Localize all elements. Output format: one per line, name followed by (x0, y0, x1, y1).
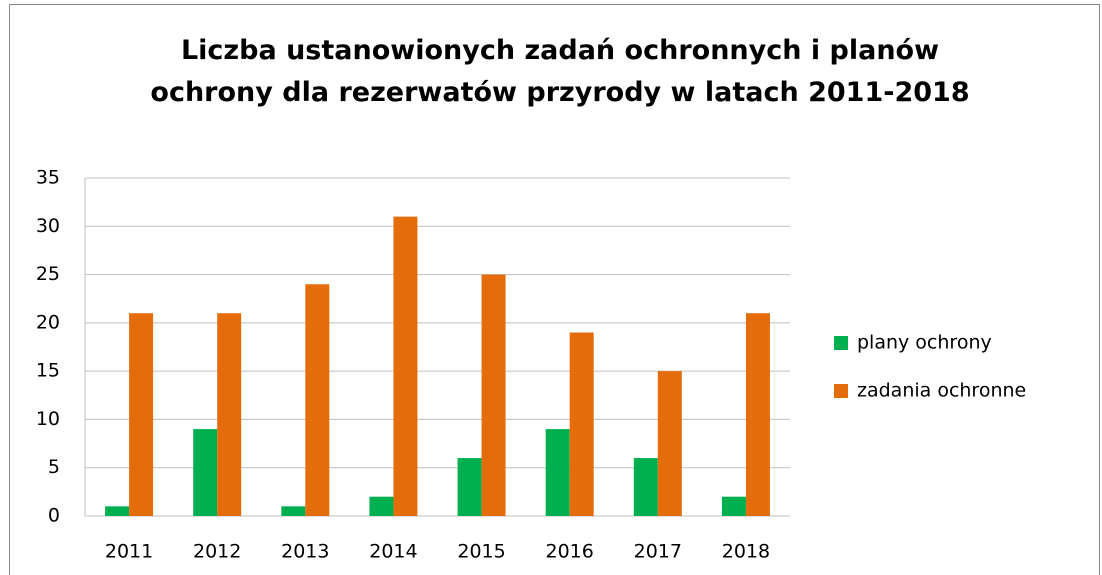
chart-title: Liczba ustanowionych zadań ochronnych i … (150, 35, 970, 108)
bar (393, 216, 418, 516)
y-tick-label: 25 (36, 263, 60, 285)
y-tick-label: 20 (36, 311, 60, 333)
bar (281, 506, 306, 516)
x-tick-label: 2017 (634, 541, 682, 563)
y-tick-label: 15 (36, 360, 60, 382)
y-tick-label: 0 (48, 505, 60, 527)
bar (633, 458, 658, 516)
y-tick-label: 30 (36, 215, 60, 237)
x-tick-label: 2018 (722, 541, 770, 563)
legend-label: plany ochrony (857, 332, 992, 354)
bar (657, 371, 682, 516)
bar (105, 506, 130, 516)
bar (129, 313, 154, 516)
legend-label: zadania ochronne (857, 380, 1026, 402)
bar (545, 429, 570, 516)
x-tick-label: 2015 (457, 541, 505, 563)
bar (217, 313, 242, 516)
y-tick-label: 35 (36, 167, 60, 189)
bar (369, 496, 394, 516)
bar (457, 458, 482, 516)
x-tick-label: 2013 (281, 541, 329, 563)
y-tick-label: 5 (48, 456, 60, 478)
bar (569, 332, 594, 516)
bar (481, 274, 506, 516)
y-tick-label: 10 (36, 408, 60, 430)
x-tick-label: 2014 (369, 541, 417, 563)
x-tick-label: 2016 (546, 541, 594, 563)
bar (305, 284, 330, 516)
bar (721, 496, 746, 516)
bar (745, 313, 770, 516)
legend-swatch (834, 336, 848, 350)
chart-border (9, 4, 1100, 575)
x-tick-label: 2012 (193, 541, 241, 563)
x-tick-label: 2011 (105, 541, 153, 563)
bar (193, 429, 218, 516)
legend-swatch (834, 384, 848, 398)
